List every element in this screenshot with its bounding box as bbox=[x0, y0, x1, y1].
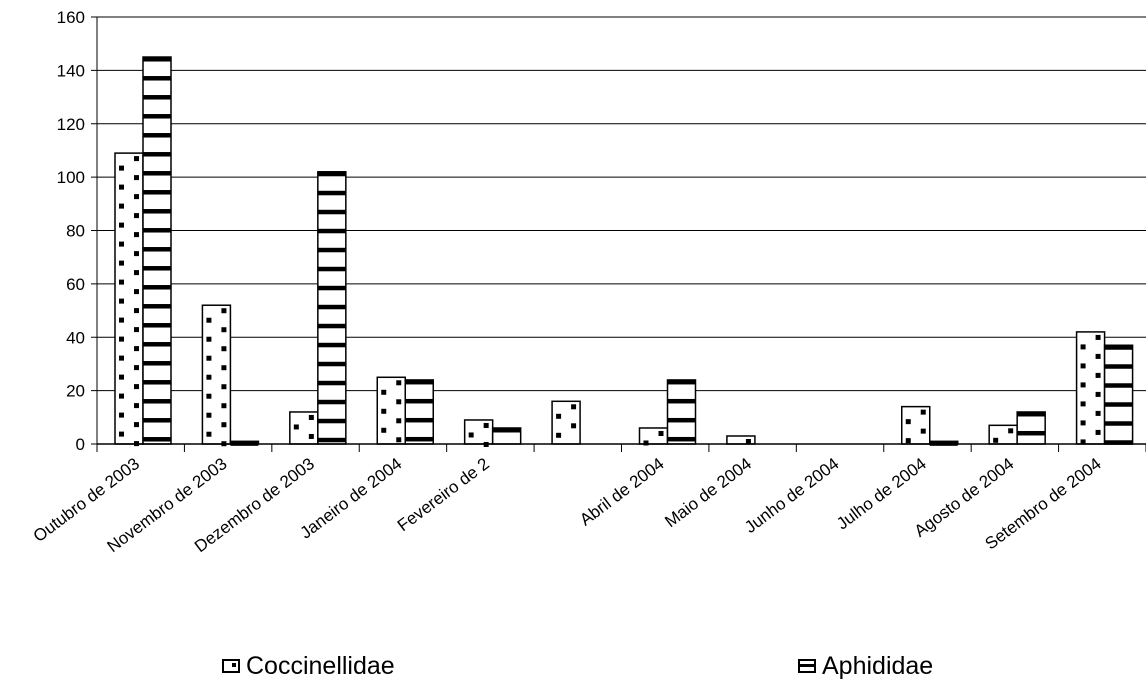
bar-aphididae bbox=[1103, 344, 1134, 445]
legend-label-aphididae: Aphididae bbox=[822, 651, 934, 680]
x-tick-label: Maio de 2004 bbox=[661, 454, 755, 531]
bar-coccinellidae bbox=[289, 411, 319, 445]
bar-coccinellidae bbox=[988, 424, 1018, 445]
x-tick-label: Fevereiro de 2 bbox=[394, 454, 493, 535]
bar-coccinellidae bbox=[1075, 331, 1106, 445]
bar-coccinellidae bbox=[551, 400, 581, 445]
bar-aphididae bbox=[1016, 411, 1046, 445]
y-axis: 0 20 40 60 80 100 120 140 160 bbox=[57, 8, 98, 454]
y-tick-label: 100 bbox=[57, 168, 85, 187]
y-tick-label: 20 bbox=[66, 382, 85, 401]
gridlines bbox=[97, 16, 1146, 392]
bar-aphididae bbox=[317, 171, 347, 445]
bar-aphididae bbox=[491, 427, 522, 445]
bar-aphididae bbox=[142, 56, 172, 445]
bar-aphididae bbox=[666, 379, 697, 445]
aphididae-swatch-icon bbox=[798, 659, 816, 673]
bars bbox=[114, 56, 1134, 447]
y-tick-label: 0 bbox=[76, 435, 85, 454]
y-tick-label: 40 bbox=[66, 328, 85, 347]
y-tick-label: 120 bbox=[57, 115, 85, 134]
y-tick-label: 140 bbox=[57, 61, 85, 80]
bar-coccinellidae bbox=[726, 435, 756, 445]
legend-label-coccinellidae: Coccinellidae bbox=[246, 651, 395, 680]
coccinellidae-swatch-icon bbox=[222, 659, 240, 673]
y-tick-label: 160 bbox=[57, 8, 85, 27]
x-tick-label: Abril de 2004 bbox=[576, 454, 667, 529]
bar-aphididae bbox=[404, 379, 434, 445]
x-tick-label: Junho de 2004 bbox=[741, 454, 842, 537]
y-tick-label: 80 bbox=[66, 222, 85, 241]
bar-coccinellidae bbox=[638, 427, 669, 446]
bar-coccinellidae bbox=[376, 376, 406, 445]
bar-coccinellidae bbox=[463, 419, 494, 447]
bar-coccinellidae bbox=[201, 304, 232, 447]
bar-coccinellidae bbox=[901, 405, 931, 445]
y-tick-label: 60 bbox=[66, 275, 85, 294]
bar-coccinellidae bbox=[114, 152, 144, 447]
legend-item-coccinellidae: Coccinellidae bbox=[222, 648, 395, 684]
legend-item-aphididae: Aphididae bbox=[798, 648, 933, 684]
